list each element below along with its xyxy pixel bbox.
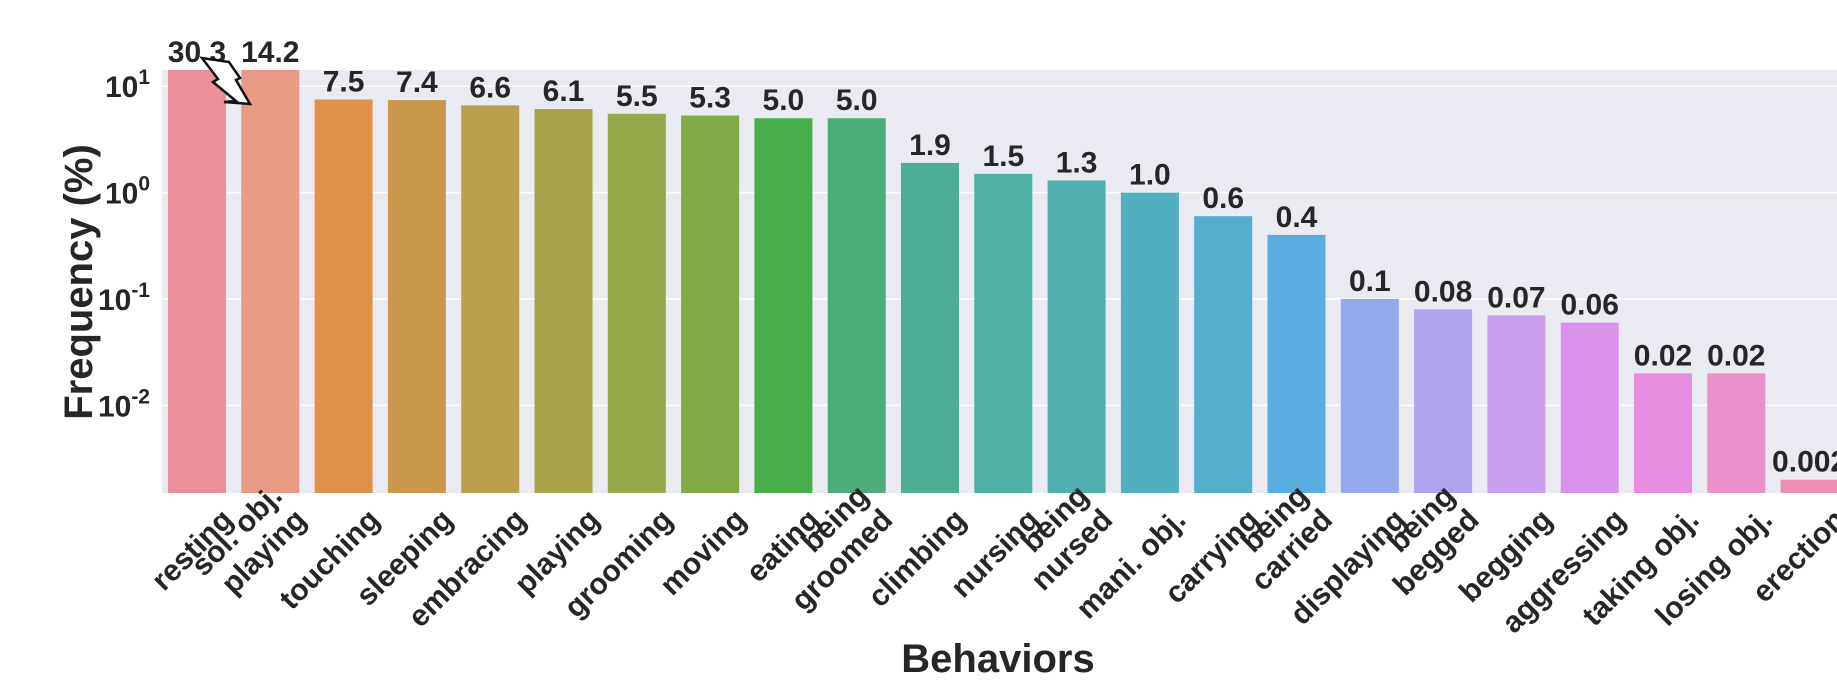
bar <box>681 115 740 494</box>
bar <box>901 162 959 493</box>
data-label: 5.5 <box>616 80 658 113</box>
bar <box>1267 234 1326 493</box>
broken-axis-lightning-icon <box>199 56 253 106</box>
data-label: 1.0 <box>1129 159 1171 192</box>
data-label: 0.02 <box>1634 339 1692 372</box>
bar <box>534 109 593 493</box>
bar <box>607 113 666 494</box>
y-tick-label: 10-2 <box>98 385 150 423</box>
bar <box>1414 309 1473 493</box>
bar <box>974 173 1033 493</box>
y-tick-label: 101 <box>105 66 150 104</box>
data-label: 7.4 <box>396 66 438 99</box>
bar <box>1634 373 1692 493</box>
bar <box>1560 322 1619 493</box>
data-label: 1.3 <box>1056 146 1098 179</box>
data-label: 6.6 <box>469 71 511 104</box>
data-label: 5.0 <box>836 84 878 117</box>
data-label: 0.6 <box>1202 182 1244 215</box>
data-label: 6.1 <box>543 75 585 108</box>
bar <box>314 99 373 494</box>
data-label: 0.02 <box>1707 339 1765 372</box>
bar <box>1047 180 1106 493</box>
bar <box>387 100 446 493</box>
value-labels: 30.3 14.27.5 7.4 6.6 6.1 5.5 5.3 5.0 5.01.9 1.5 1.… <box>168 36 1837 479</box>
bar <box>241 70 300 493</box>
bar <box>1707 373 1766 493</box>
data-label: 0.002 <box>1772 446 1837 479</box>
bar <box>461 105 520 493</box>
data-label: 0.08 <box>1414 275 1472 308</box>
data-label: 0.4 <box>1276 201 1318 234</box>
data-label: 7.5 <box>323 65 365 98</box>
data-label: 14.2 <box>241 36 299 69</box>
y-tick-label: 100 <box>105 173 150 211</box>
bar <box>1780 479 1837 493</box>
data-label: 5.3 <box>689 82 731 115</box>
bars <box>168 70 1837 494</box>
data-label: 1.9 <box>909 129 951 162</box>
bar <box>1194 216 1253 493</box>
x-axis-title: Behaviors <box>901 637 1094 681</box>
bar <box>1340 298 1399 493</box>
y-axis-title: Frequency (%) <box>57 144 101 420</box>
bar <box>1487 315 1546 493</box>
data-label: 1.5 <box>982 140 1024 173</box>
data-label: 0.06 <box>1561 289 1619 322</box>
bar <box>1120 192 1179 493</box>
y-tick-label: 10-1 <box>98 279 150 317</box>
y-axis-ticks: 101 100 10-1 10-2 <box>98 66 150 423</box>
data-label: 0.07 <box>1487 281 1545 314</box>
bar <box>168 70 226 493</box>
data-label: 0.1 <box>1349 265 1391 298</box>
bar <box>827 118 886 493</box>
data-label: 5.0 <box>763 84 805 117</box>
bar <box>754 118 813 493</box>
